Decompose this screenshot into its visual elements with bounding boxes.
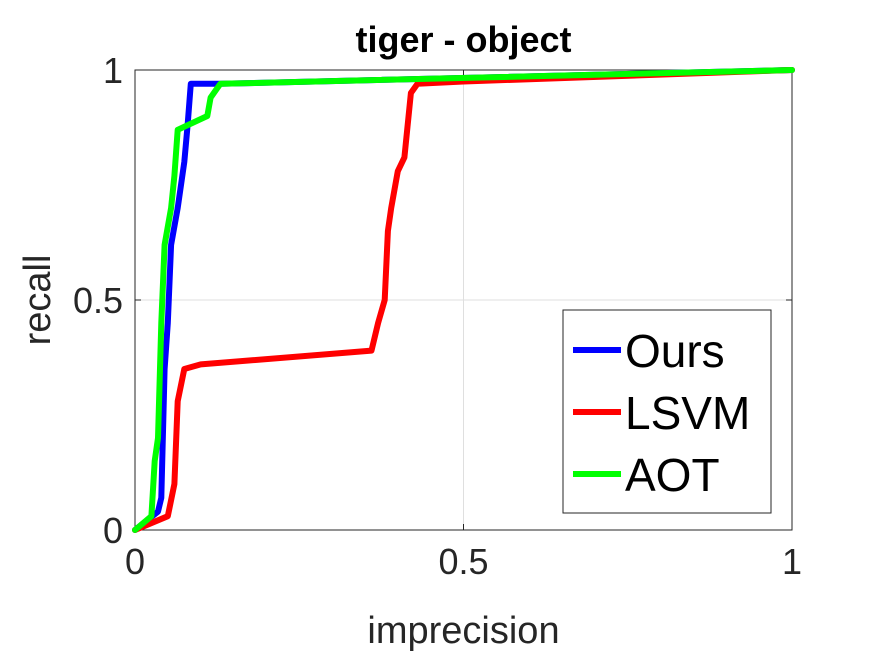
y-tick-label-2: 1 <box>103 50 123 91</box>
y-axis-label: recall <box>17 255 59 346</box>
legend: Ours LSVM AOT <box>562 309 772 514</box>
legend-label-ours: Ours <box>625 325 725 377</box>
legend-label-aot: AOT <box>625 449 720 501</box>
series-line-ours <box>132 67 795 533</box>
y-tick-label-1: 0.5 <box>73 280 123 321</box>
x-axis-label: imprecision <box>367 610 559 652</box>
chart-title: tiger - object <box>355 19 571 60</box>
legend-label-lsvm: LSVM <box>625 387 750 439</box>
x-tick-label-2: 1 <box>782 541 802 582</box>
x-tick-label-1: 0.5 <box>438 541 488 582</box>
y-tick-label-0: 0 <box>103 510 123 551</box>
ticks: 0 0.5 1 0 0.5 1 <box>73 50 802 582</box>
series-line-aot <box>132 67 795 533</box>
series-line-lsvm <box>132 67 795 533</box>
series-lines <box>132 67 795 533</box>
x-tick-label-0: 0 <box>125 541 145 582</box>
